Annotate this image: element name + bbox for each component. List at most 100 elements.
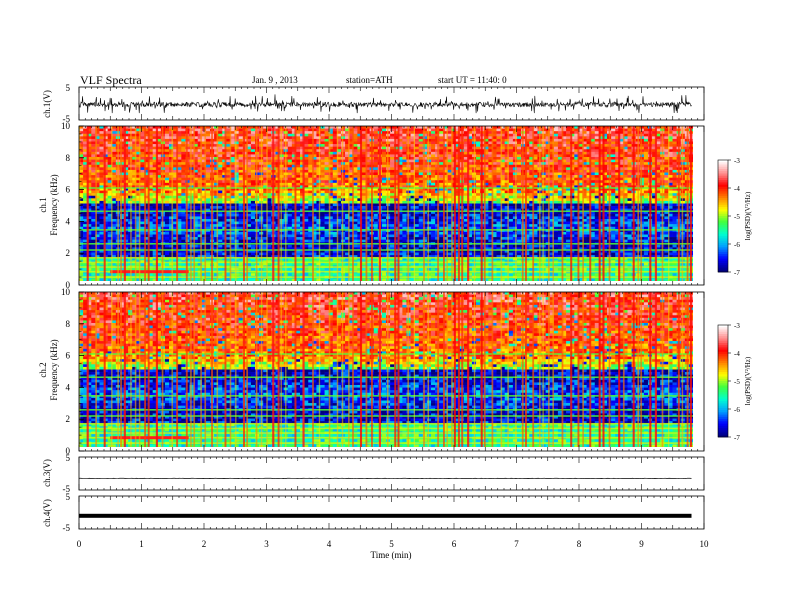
spectrogram-cell <box>365 167 370 171</box>
spectrogram-cell <box>263 208 268 212</box>
spectrogram-cell <box>627 131 632 135</box>
spectrogram-cell <box>197 169 203 173</box>
spectrogram-cell <box>103 136 108 140</box>
spectrogram-cell <box>103 182 108 186</box>
figure-start-time: start UT = 11:40: 0 <box>438 75 507 85</box>
spectrogram-cell <box>566 200 571 204</box>
spectrogram-cell <box>316 167 321 171</box>
spectrogram-cell <box>95 159 100 163</box>
spectrogram-cell <box>394 157 399 160</box>
spectrogram-cell <box>300 133 305 137</box>
spectrogram-cell <box>574 169 579 173</box>
spectrogram-cell <box>214 200 219 204</box>
spectrogram-cell <box>83 180 88 184</box>
spectrogram-cell <box>320 172 325 176</box>
spectrogram-cell <box>328 195 334 199</box>
spectrogram-cell <box>562 154 567 158</box>
spectrogram-cell <box>553 169 559 173</box>
spectrogram-cell <box>218 190 223 194</box>
spectrogram-cell <box>582 175 587 178</box>
spectrogram-cell <box>87 154 92 158</box>
spectrogram-cell <box>197 193 203 197</box>
spectrogram-cell <box>345 193 350 197</box>
spectrogram-cell <box>467 136 473 140</box>
spectrogram-cell <box>451 206 456 209</box>
spectrogram-cell <box>193 185 198 189</box>
spectrogram-cell <box>373 208 379 212</box>
spectrogram-cell <box>304 203 309 207</box>
spectrogram-cell <box>418 190 424 194</box>
spectrogram-cell <box>361 138 366 142</box>
spectrogram-cell <box>250 185 256 189</box>
spectrogram-cell <box>214 128 219 132</box>
spectrogram-cell <box>500 172 505 176</box>
spectrogram-cell <box>484 172 489 176</box>
spectrogram-cell <box>124 200 129 204</box>
spectrogram-cell <box>664 167 669 171</box>
spectrogram-cell <box>590 198 596 202</box>
spectrogram-cell <box>332 144 338 147</box>
spectrogram-cell <box>140 146 145 150</box>
spectrogram-cell <box>426 208 432 212</box>
spectrogram-cell <box>566 149 571 153</box>
spectrogram-cell <box>668 157 673 160</box>
spectrogram-cell <box>496 126 501 129</box>
spectrogram-cell <box>148 193 153 197</box>
spectrogram-cell <box>484 200 489 204</box>
spectrogram-cell <box>619 203 624 207</box>
spectrogram-cell <box>463 182 469 186</box>
spectrogram-cell <box>173 203 178 207</box>
spectrogram-cell <box>578 200 583 204</box>
spectrogram-cell <box>308 128 313 132</box>
spectrogram-cell <box>345 144 350 147</box>
spectrogram-cell <box>111 128 117 132</box>
spectrogram-cell <box>586 177 591 181</box>
spectrogram-cell <box>484 193 489 197</box>
spectrogram-cell <box>304 162 309 166</box>
spectrogram-cell <box>201 131 207 135</box>
spectrogram-cell <box>463 195 469 199</box>
spectrogram-cell <box>267 136 272 140</box>
spectrogram-cell <box>504 167 510 171</box>
spectrogram-cell <box>623 188 628 191</box>
spectrogram-cell <box>582 144 587 147</box>
spectrogram-cell <box>500 164 505 168</box>
spectrogram-cell <box>553 128 559 132</box>
spectrogram-cell <box>234 131 239 135</box>
spectrogram-cell <box>152 136 158 140</box>
spectrogram-cell <box>234 154 239 158</box>
spectrogram-cell <box>230 177 235 181</box>
spectrogram-cell <box>99 133 104 137</box>
spectrogram-cell <box>320 151 325 155</box>
spectrogram-cell <box>611 167 616 171</box>
spectrogram-cell <box>381 182 387 186</box>
spectrogram-cell <box>332 188 338 191</box>
spectrogram-cell <box>328 175 334 178</box>
spectrogram-cell <box>652 206 657 209</box>
spectrogram-cell <box>226 157 231 160</box>
spectrogram-cell <box>95 162 100 166</box>
spectrogram-cell <box>197 167 203 171</box>
spectrogram-cell <box>181 157 186 160</box>
spectrogram-cell <box>201 190 207 194</box>
spectrogram-cell <box>87 177 92 181</box>
spectrogram-cell <box>394 188 399 191</box>
spectrogram-cell <box>394 141 399 145</box>
spectrogram-cell <box>107 195 113 199</box>
spectrogram-cell <box>398 157 403 160</box>
spectrogram-cell <box>156 151 162 155</box>
spectrogram-cell <box>574 188 579 191</box>
spectrogram-cell <box>570 208 575 212</box>
spectrogram-cell <box>103 164 108 168</box>
spectrogram-cell <box>570 195 575 199</box>
spectrogram-cell <box>324 149 329 153</box>
spectrogram-cell <box>95 185 100 189</box>
spectrogram-cell <box>124 172 129 176</box>
spectrogram-cell <box>590 136 596 140</box>
spectrogram-cell <box>238 159 244 163</box>
spectrogram-cell <box>124 198 129 202</box>
spectrogram-cell <box>124 203 129 207</box>
spectrogram-cell <box>496 206 501 209</box>
spectrogram-cell <box>533 162 538 166</box>
spectrogram-cell <box>484 159 489 163</box>
